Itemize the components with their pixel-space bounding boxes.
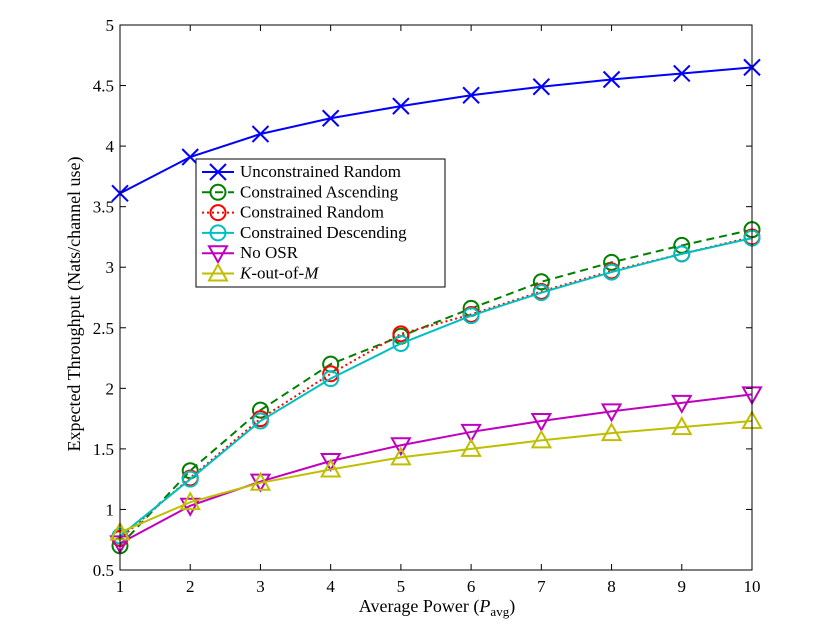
legend-marker <box>209 204 227 222</box>
data-point <box>322 370 340 388</box>
data-point <box>530 429 553 449</box>
data-point <box>532 273 550 291</box>
x-tick-label: 5 <box>397 577 406 596</box>
legend-label: Constrained Random <box>240 203 384 222</box>
data-point <box>603 253 621 271</box>
x-tick-label: 8 <box>607 577 616 596</box>
legend-marker <box>207 262 229 282</box>
y-tick-label: 1.5 <box>93 440 114 459</box>
data-point <box>179 491 201 511</box>
x-tick-label: 2 <box>186 577 195 596</box>
data-point <box>251 125 270 143</box>
data-point <box>392 97 410 115</box>
data-point <box>319 458 342 478</box>
legend-entry: K-out-of-M <box>202 262 319 283</box>
data-point <box>460 423 482 443</box>
y-tick-label: 0.5 <box>93 561 114 580</box>
data-point <box>532 78 551 96</box>
data-point <box>600 403 623 423</box>
y-tick-label: 1 <box>106 500 115 519</box>
plot-area <box>120 25 752 570</box>
series-0 <box>111 58 761 203</box>
series-4 <box>109 386 763 555</box>
y-tick-label: 5 <box>106 16 115 35</box>
legend-marker <box>209 163 227 181</box>
data-point <box>321 109 340 127</box>
legend-entry: No OSR <box>202 243 299 265</box>
x-axis-label: Average Power (Pavg) <box>359 596 515 619</box>
x-tick-label: 10 <box>744 577 761 596</box>
series-line <box>119 237 753 537</box>
x-tick-label: 7 <box>537 577 546 596</box>
data-point <box>390 446 412 466</box>
x-tick-label: 3 <box>256 577 265 596</box>
data-point <box>671 394 693 414</box>
y-tick-label: 3.5 <box>93 198 114 217</box>
legend-label: Constrained Descending <box>240 223 407 242</box>
plot-background <box>120 25 752 570</box>
y-tick-label: 2 <box>106 379 115 398</box>
legend-label: No OSR <box>240 243 299 262</box>
data-point <box>392 325 410 343</box>
data-point <box>532 284 550 302</box>
legend-entry: Constrained Random <box>202 203 384 222</box>
data-point <box>673 245 691 263</box>
y-tick-label: 4 <box>106 137 115 156</box>
legend-marker <box>209 224 227 242</box>
legend-entry: Unconstrained Random <box>202 162 401 181</box>
series-5 <box>109 409 763 541</box>
axes-box <box>119 24 753 571</box>
series-line <box>119 420 753 534</box>
data-point <box>673 64 691 83</box>
y-tick-label: 2.5 <box>93 319 114 338</box>
data-point <box>602 70 621 89</box>
data-point <box>462 307 480 325</box>
y-axis-label: Expected Throughput (Nats/channel use) <box>64 156 85 451</box>
data-point <box>530 413 553 433</box>
x-tick-label: 4 <box>326 577 335 596</box>
data-point <box>603 263 621 281</box>
legend-label: K-out-of-M <box>239 264 319 283</box>
data-point <box>179 497 201 517</box>
legend-box <box>195 158 446 288</box>
series-line <box>119 228 753 547</box>
data-point <box>392 335 410 353</box>
series-line <box>119 66 753 195</box>
x-tick-label: 6 <box>467 577 476 596</box>
y-tick-label: 3 <box>106 258 115 277</box>
legend-entry: Constrained Descending <box>202 223 407 242</box>
data-point <box>460 437 482 457</box>
legend-label: Constrained Ascending <box>240 182 399 201</box>
x-tick-label: 9 <box>678 577 687 596</box>
axes: 1 2 3 4 5 6 7 8 9 100.511.522.533.544.55 <box>93 16 761 596</box>
data-point <box>462 86 480 104</box>
data-point <box>671 416 693 436</box>
legend-entry: Constrained Ascending <box>202 182 399 201</box>
data-point <box>251 412 269 430</box>
series-line <box>119 235 753 540</box>
data-point <box>181 470 199 488</box>
series-line <box>119 393 753 545</box>
x-tick-label: 1 <box>116 577 125 596</box>
legend-label: Unconstrained Random <box>240 162 401 181</box>
legend-marker <box>207 245 229 265</box>
data-point <box>249 471 272 491</box>
data-point <box>390 437 412 457</box>
y-tick-label: 4.5 <box>93 77 114 96</box>
legend-marker <box>209 183 227 201</box>
data-point <box>600 422 623 442</box>
data-point <box>319 453 342 473</box>
